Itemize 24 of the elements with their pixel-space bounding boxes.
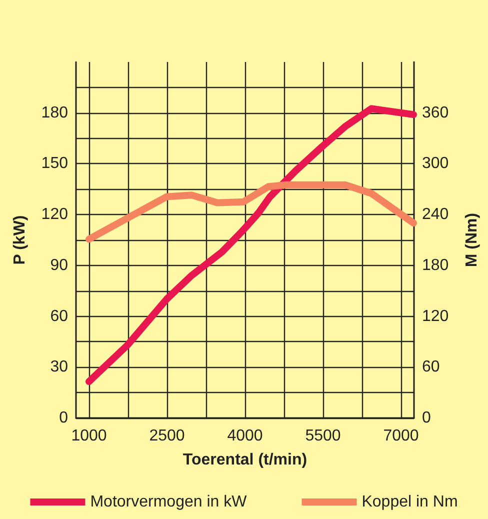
- x-tick-label: 7000: [383, 428, 419, 444]
- y-tick-label: 120: [41, 206, 68, 224]
- y2-tick-label: 180: [422, 256, 449, 274]
- y2-tick-label: 240: [422, 206, 449, 224]
- legend-label: Motorvermogen in kW: [90, 494, 248, 510]
- y-tick-label: 150: [41, 155, 68, 172]
- x-tick-label: 5500: [305, 428, 341, 444]
- y2-axis-title: M (Nm): [464, 212, 480, 268]
- y-axis-title: P (kW): [12, 215, 28, 265]
- y2-tick-label: 300: [422, 155, 449, 172]
- y2-tick-label: 0: [422, 410, 431, 426]
- y-tick-label: 90: [50, 256, 68, 274]
- legend-label: Koppel in Nm: [362, 494, 458, 510]
- x-tick-label: 1000: [71, 428, 107, 444]
- y-tick-label: 0: [59, 410, 68, 426]
- x-axis-title: Toerental (t/min): [182, 452, 308, 468]
- x-tick-label: 4000: [227, 428, 263, 444]
- y-tick-label: 30: [50, 358, 68, 376]
- y2-tick-label: 120: [422, 308, 449, 325]
- y-tick-label: 180: [41, 104, 68, 122]
- y2-tick-label: 360: [422, 104, 449, 122]
- x-tick-label: 2500: [149, 428, 185, 444]
- y-tick-label: 60: [50, 308, 68, 325]
- y2-tick-label: 60: [422, 358, 440, 376]
